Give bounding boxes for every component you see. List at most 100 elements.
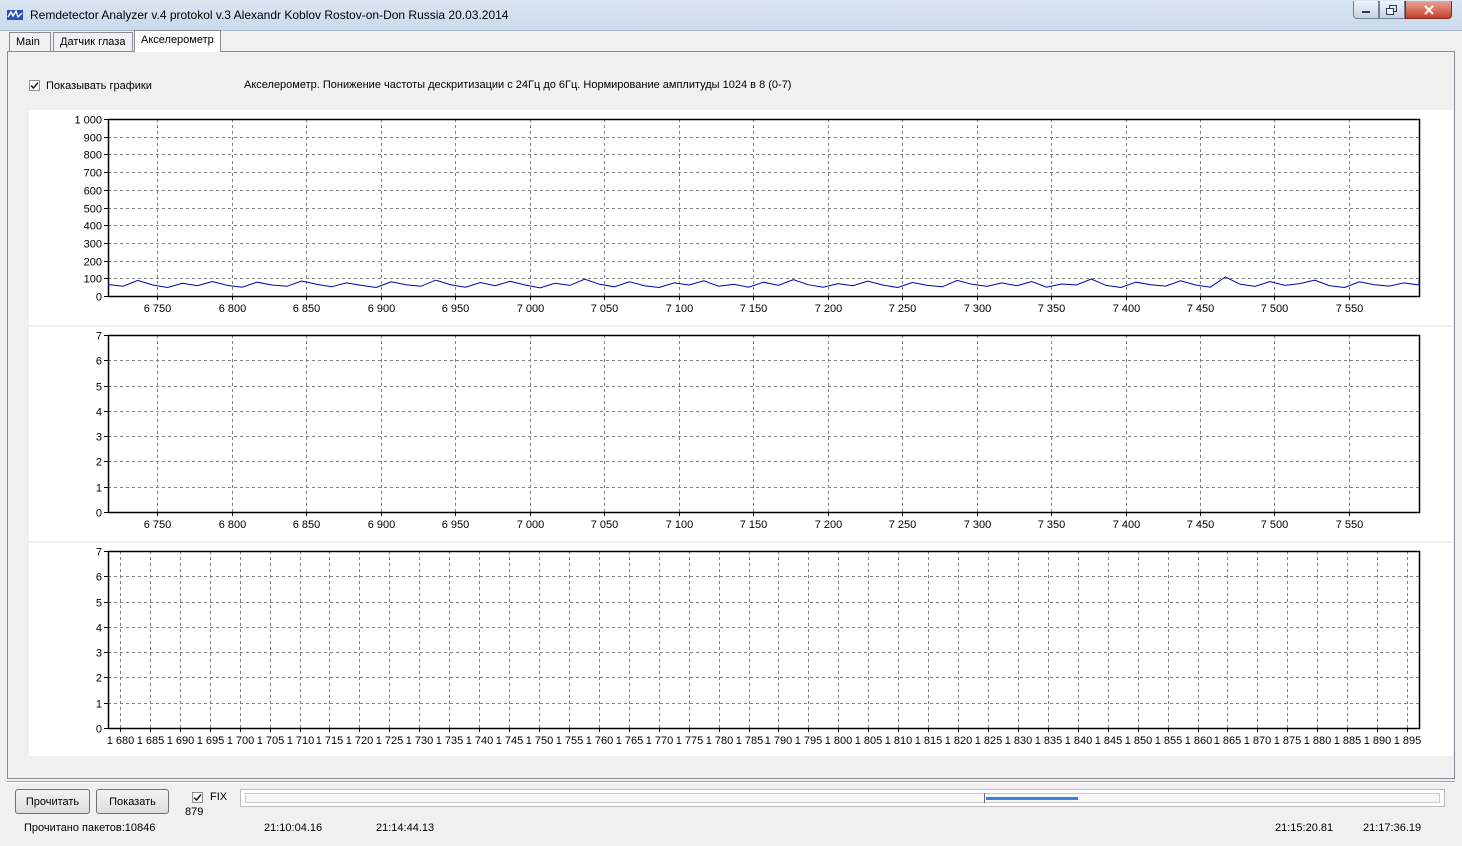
x-tick-label: 1 775: [676, 735, 704, 747]
x-tick-label: 6 800: [219, 303, 247, 315]
x-tick-label: 1 820: [945, 735, 973, 747]
x-tick-label: 1 860: [1185, 735, 1213, 747]
x-tick-label: 6 750: [144, 519, 172, 531]
scroll-thumb[interactable]: [986, 797, 1078, 800]
x-tick-label: 1 750: [526, 735, 554, 747]
y-tick-label: 700: [84, 168, 102, 180]
y-tick-label: 2: [96, 673, 102, 685]
y-tick-label: 100: [84, 274, 102, 286]
y-tick-label: 7: [96, 547, 102, 559]
read-button[interactable]: Прочитать: [15, 789, 90, 814]
x-tick-label: 7 300: [964, 519, 992, 531]
x-tick-label: 1 685: [137, 735, 165, 747]
show-button[interactable]: Показать: [96, 789, 169, 814]
y-tick-label: 0: [96, 292, 102, 304]
start-time: 21:10:04.16: [264, 822, 323, 834]
x-tick-label: 7 400: [1113, 519, 1141, 531]
x-tick-label: 1 740: [466, 735, 494, 747]
y-tick-label: 6: [96, 356, 102, 368]
y-tick-label: 6: [96, 572, 102, 584]
plot-area: [107, 118, 1421, 298]
x-tick-label: 1 765: [616, 735, 644, 747]
minimize-icon: [1362, 10, 1370, 13]
packets-read-status: Прочитано пакетов:10846: [24, 822, 156, 834]
minimize-button[interactable]: [1353, 1, 1379, 19]
x-tick-label: 1 895: [1394, 735, 1422, 747]
y-tick-label: 5: [96, 382, 102, 394]
x-tick-label: 7 400: [1113, 303, 1141, 315]
x-tick-label: 7 200: [815, 303, 843, 315]
x-tick-label: 1 790: [765, 735, 793, 747]
close-icon: [1423, 4, 1434, 15]
timeline-scrollbar[interactable]: [240, 789, 1445, 807]
x-tick-label: 7 500: [1261, 519, 1289, 531]
y-tick-label: 500: [84, 204, 102, 216]
y-tick-label: 1: [96, 699, 102, 711]
y-tick-label: 600: [84, 186, 102, 198]
x-tick-label: 1 870: [1244, 735, 1272, 747]
x-tick-label: 6 900: [368, 519, 396, 531]
fix-value: 879: [185, 806, 204, 818]
y-tick-label: 3: [96, 432, 102, 444]
x-tick-label: 7 550: [1336, 519, 1364, 531]
scroll-position-marker: [984, 793, 985, 803]
tab-main[interactable]: Main: [9, 32, 51, 51]
show-graphs-checkbox[interactable]: [29, 80, 40, 91]
window-start-time: 21:14:44.13: [376, 822, 435, 834]
x-tick-label: 1 695: [197, 735, 225, 747]
x-tick-label: 7 000: [517, 519, 545, 531]
x-tick-label: 1 840: [1065, 735, 1093, 747]
x-tick-label: 1 680: [107, 735, 135, 747]
x-tick-label: 1 890: [1364, 735, 1392, 747]
y-tick-label: 5: [96, 598, 102, 610]
x-tick-label: 1 875: [1274, 735, 1302, 747]
x-tick-label: 1 725: [376, 735, 404, 747]
y-tick-label: 4: [96, 407, 102, 419]
accelerometer-chart[interactable]: 0 100 200 300 400 500 600 700 800 900 1 000 6 750 6 …: [29, 110, 1453, 325]
y-tick-label: 3: [96, 648, 102, 660]
info-text: Акселерометр. Понижение частоты дескрити…: [244, 79, 792, 91]
restore-icon: [1386, 4, 1397, 15]
x-tick-label: 7 450: [1187, 519, 1215, 531]
show-graphs-label: Показывать графики: [46, 80, 152, 92]
normalized-chart[interactable]: 0 1 2 3 4 5 6 7 6 750 6 800 6 850 6 900 6 950 7 000 7 …: [29, 327, 1453, 541]
scroll-track[interactable]: [245, 793, 1440, 803]
x-tick-label: 6 950: [442, 303, 470, 315]
y-tick-label: 4: [96, 623, 102, 635]
x-tick-label: 6 900: [368, 303, 396, 315]
x-tick-label: 1 785: [736, 735, 764, 747]
title-bar[interactable]: Remdetector Analyzer v.4 protokol v.3 Al…: [0, 0, 1462, 31]
normalized-chart-panel: 0 1 2 3 4 5 6 7 6 750 6 800 6 850 6 900 6 950 7 000 7 …: [29, 327, 1453, 541]
x-tick-label: 7 300: [964, 303, 992, 315]
fix-checkbox[interactable]: [192, 792, 203, 803]
x-tick-label: 1 770: [646, 735, 674, 747]
x-tick-label: 1 815: [915, 735, 943, 747]
tab-eye-sensor[interactable]: Датчик глаза: [53, 32, 133, 51]
y-tick-label: 0: [96, 508, 102, 520]
series-line: [107, 276, 1420, 289]
x-tick-label: 7 500: [1261, 303, 1289, 315]
x-tick-label: 7 150: [740, 519, 768, 531]
x-tick-label: 1 715: [316, 735, 344, 747]
x-tick-label: 7 250: [889, 519, 917, 531]
end-time: 21:17:36.19: [1363, 822, 1422, 834]
x-tick-label: 1 880: [1304, 735, 1332, 747]
checkmark-icon: [30, 82, 39, 90]
x-tick-label: 6 800: [219, 519, 247, 531]
maximize-button[interactable]: [1379, 1, 1405, 19]
x-tick-label: 6 850: [293, 519, 321, 531]
x-tick-label: 1 755: [556, 735, 584, 747]
tab-accelerometer[interactable]: Акселерометр: [134, 30, 221, 52]
x-tick-label: 7 250: [889, 303, 917, 315]
window-title: Remdetector Analyzer v.4 protokol v.3 Al…: [30, 8, 509, 22]
plot-area: [107, 334, 1421, 514]
x-tick-label: 1 710: [287, 735, 315, 747]
x-tick-label: 1 745: [496, 735, 524, 747]
x-tick-label: 1 855: [1155, 735, 1183, 747]
x-tick-label: 1 845: [1095, 735, 1123, 747]
close-button[interactable]: [1405, 1, 1452, 19]
x-tick-label: 1 730: [406, 735, 434, 747]
x-tick-label: 1 720: [346, 735, 374, 747]
